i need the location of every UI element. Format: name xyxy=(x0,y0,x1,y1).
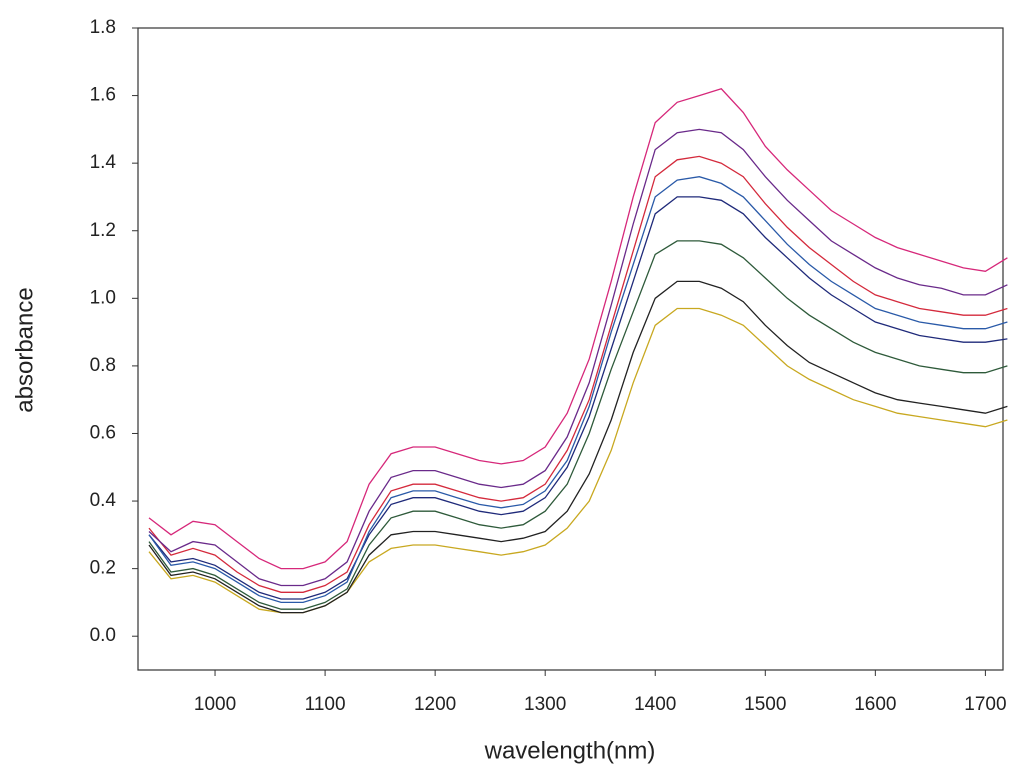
y-tick-label: 0.2 xyxy=(90,558,116,579)
y-tick-label: 1.4 xyxy=(90,152,117,173)
plot-frame xyxy=(137,27,1004,671)
x-tick-label: 1600 xyxy=(854,694,896,715)
x-tick-label: 1400 xyxy=(634,694,676,715)
x-tick-label: 1100 xyxy=(305,694,346,715)
y-axis-title: absorbance xyxy=(11,287,38,412)
spectrum-line xyxy=(148,155,1008,593)
x-tick-label: 1700 xyxy=(964,694,1006,715)
spectrum-line xyxy=(148,176,1008,604)
y-tick-label: 1.0 xyxy=(90,287,116,308)
y-tick-label: 1.6 xyxy=(90,85,116,106)
x-tick-label: 1300 xyxy=(524,694,566,715)
y-tick-label: 0.0 xyxy=(90,625,116,646)
x-tick-label: 1500 xyxy=(744,694,786,715)
spectrum-line xyxy=(148,240,1008,610)
y-tick-label: 0.6 xyxy=(90,422,116,443)
x-axis-title: wavelength(nm) xyxy=(484,737,656,764)
y-tick-label: 1.2 xyxy=(90,220,116,241)
y-tick-label: 0.4 xyxy=(90,490,117,511)
x-tick-label: 1200 xyxy=(414,694,456,715)
x-tick-label: 1000 xyxy=(194,694,236,715)
spectrum-line xyxy=(148,196,1008,600)
spectrum-line xyxy=(148,128,1008,587)
spectrum-line xyxy=(148,88,1008,570)
y-tick-label: 1.8 xyxy=(90,17,116,38)
spectrum-line xyxy=(148,280,1008,614)
y-tick-label: 0.8 xyxy=(90,355,116,376)
